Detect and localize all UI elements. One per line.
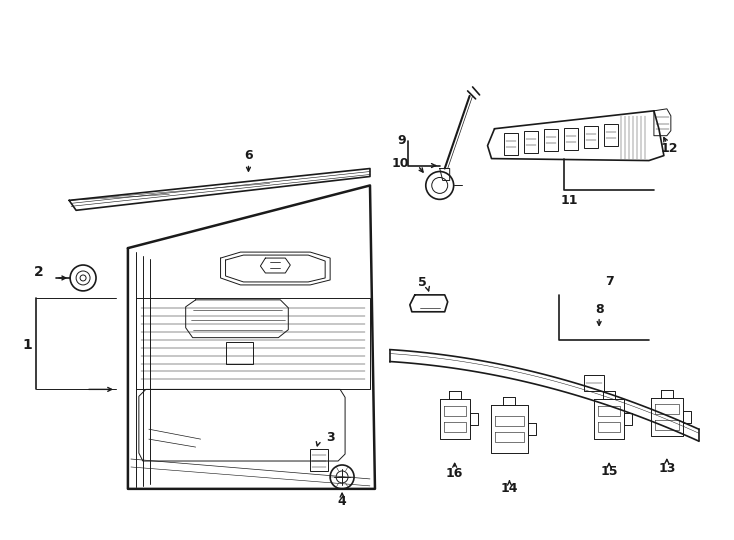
Text: 5: 5 bbox=[418, 276, 427, 289]
Text: 15: 15 bbox=[600, 465, 618, 478]
Text: 6: 6 bbox=[244, 149, 252, 162]
Text: 7: 7 bbox=[605, 275, 614, 288]
Bar bbox=[225, 342, 253, 363]
Bar bbox=[604, 124, 618, 146]
Bar bbox=[310, 449, 328, 471]
Text: 10: 10 bbox=[391, 157, 409, 170]
Text: 13: 13 bbox=[658, 462, 675, 476]
Bar bbox=[584, 126, 598, 147]
Bar bbox=[564, 128, 578, 150]
Bar bbox=[504, 133, 518, 154]
Text: 12: 12 bbox=[660, 142, 677, 155]
Text: 2: 2 bbox=[34, 265, 44, 279]
Text: 1: 1 bbox=[23, 338, 32, 352]
Text: 14: 14 bbox=[501, 482, 518, 495]
Bar bbox=[524, 131, 538, 153]
Text: 9: 9 bbox=[398, 134, 406, 147]
Text: 16: 16 bbox=[446, 468, 463, 481]
Text: 4: 4 bbox=[338, 495, 346, 508]
Text: 3: 3 bbox=[326, 430, 335, 444]
Text: 11: 11 bbox=[561, 194, 578, 207]
Bar bbox=[584, 375, 604, 391]
Text: 8: 8 bbox=[595, 303, 603, 316]
Bar bbox=[545, 129, 559, 151]
